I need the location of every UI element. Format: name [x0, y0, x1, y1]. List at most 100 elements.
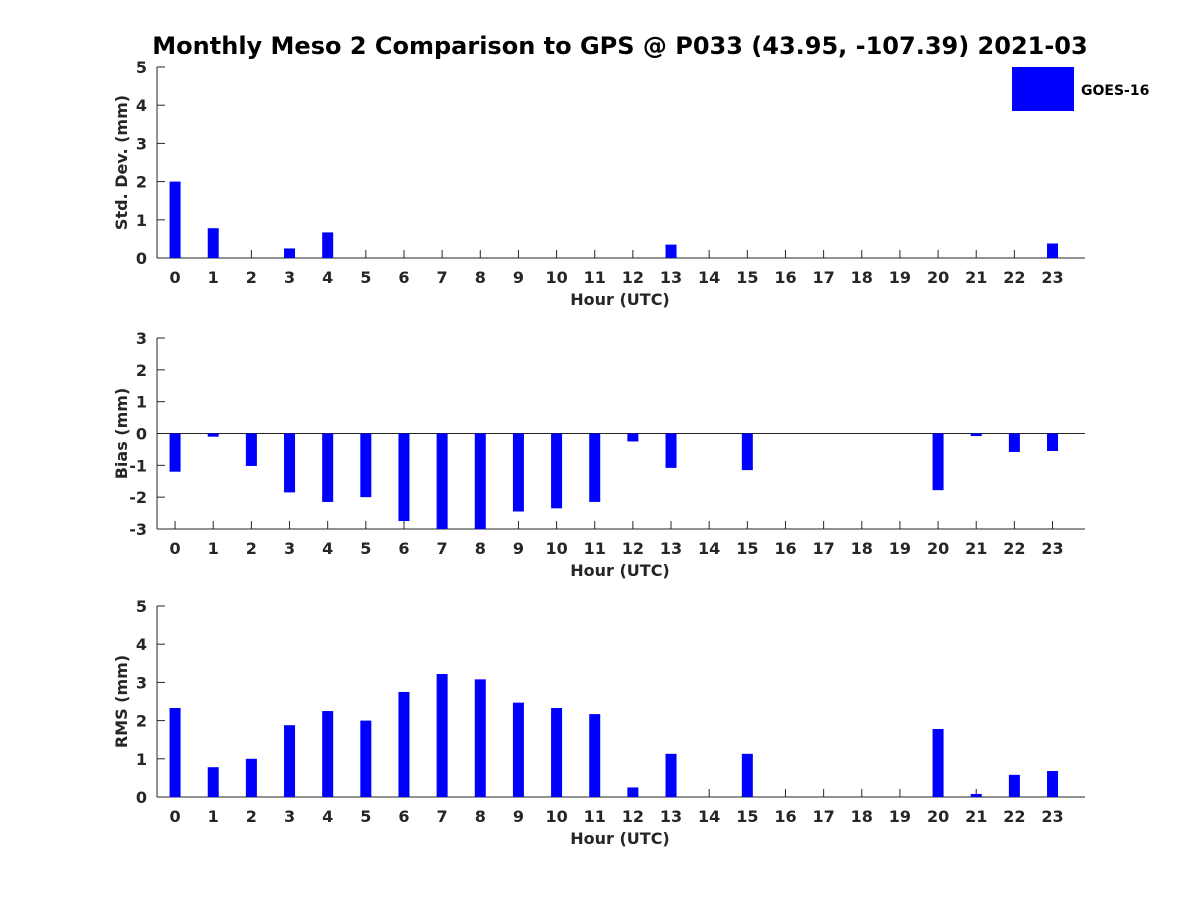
- bias-x-tick-label: 19: [889, 539, 911, 558]
- std-dev-x-tick-label: 11: [584, 268, 606, 287]
- std-dev-x-tick-label: 13: [660, 268, 682, 287]
- rms-x-tick-label: 19: [889, 807, 911, 826]
- rms-bar: [169, 707, 181, 797]
- bias-bar: [627, 433, 639, 442]
- rms-x-tick-label: 21: [965, 807, 987, 826]
- bias-bar: [741, 433, 753, 471]
- bias-bar: [322, 433, 334, 502]
- std-dev-bar: [169, 181, 181, 258]
- std-dev-x-tick-label: 8: [475, 268, 486, 287]
- std-dev-y-axis-label: Std. Dev. (mm): [112, 95, 131, 230]
- rms-x-tick-label: 9: [513, 807, 524, 826]
- std-dev-x-tick-label: 17: [812, 268, 834, 287]
- bias-bar: [512, 433, 524, 512]
- bias-x-tick-label: 16: [774, 539, 796, 558]
- rms-x-tick-label: 11: [584, 807, 606, 826]
- rms-x-tick-label: 3: [284, 807, 295, 826]
- std-dev-x-tick-label: 0: [170, 268, 181, 287]
- rms-x-tick-label: 14: [698, 807, 720, 826]
- std-dev-x-tick-label: 6: [398, 268, 409, 287]
- bias-x-tick-label: 22: [1003, 539, 1025, 558]
- bias-x-tick-label: 12: [622, 539, 644, 558]
- chart-title: Monthly Meso 2 Comparison to GPS @ P033 …: [152, 32, 1087, 60]
- rms-x-tick-label: 23: [1041, 807, 1063, 826]
- bias-bar: [1008, 433, 1020, 452]
- rms-x-tick-label: 5: [360, 807, 371, 826]
- bias-x-tick-label: 2: [246, 539, 257, 558]
- rms-y-tick-label: 0: [136, 788, 147, 807]
- rms-x-tick-label: 13: [660, 807, 682, 826]
- std-dev-x-tick-label: 18: [851, 268, 873, 287]
- std-dev-bar: [322, 232, 334, 258]
- rms-x-tick-label: 17: [812, 807, 834, 826]
- bias-y-tick-label: -3: [129, 520, 147, 539]
- rms-y-tick-label: 4: [136, 635, 147, 654]
- bias-bar: [284, 433, 296, 493]
- std-dev-x-tick-label: 15: [736, 268, 758, 287]
- bias-x-tick-label: 7: [437, 539, 448, 558]
- bias-x-tick-label: 17: [812, 539, 834, 558]
- std-dev-x-axis-label: Hour (UTC): [570, 290, 670, 309]
- bias-x-tick-label: 23: [1041, 539, 1063, 558]
- bias-bar: [398, 433, 410, 522]
- bias-bar: [474, 433, 486, 529]
- rms-x-tick-label: 8: [475, 807, 486, 826]
- rms-bar: [512, 702, 524, 797]
- rms-x-tick-label: 2: [246, 807, 257, 826]
- std-dev-x-tick-label: 21: [965, 268, 987, 287]
- legend: GOES-16: [1012, 67, 1149, 111]
- rms-bar: [932, 729, 944, 797]
- rms-x-tick-label: 0: [170, 807, 181, 826]
- std-dev-x-tick-label: 19: [889, 268, 911, 287]
- bias-bar: [169, 433, 181, 472]
- bias-x-tick-label: 20: [927, 539, 949, 558]
- std-dev-x-tick-label: 4: [322, 268, 333, 287]
- bias-bar: [1047, 433, 1059, 452]
- rms-y-tick-label: 5: [136, 597, 147, 616]
- rms-bar: [1047, 771, 1059, 797]
- std-dev-x-tick-label: 20: [927, 268, 949, 287]
- bias-bar: [665, 433, 677, 468]
- bias-y-tick-label: 2: [136, 361, 147, 380]
- rms-bar: [207, 767, 219, 797]
- rms-x-tick-label: 7: [437, 807, 448, 826]
- rms-x-axis-label: Hour (UTC): [570, 829, 670, 848]
- bias-y-tick-label: -2: [129, 488, 147, 507]
- rms-bar: [589, 714, 601, 797]
- rms-x-tick-label: 4: [322, 807, 333, 826]
- std-dev-bar: [1047, 243, 1059, 258]
- rms-bar: [551, 707, 563, 797]
- std-dev-y-tick-label: 1: [136, 211, 147, 230]
- std-dev-bar: [284, 248, 296, 258]
- rms-x-tick-label: 22: [1003, 807, 1025, 826]
- std-dev-x-tick-label: 16: [774, 268, 796, 287]
- bias-x-tick-label: 15: [736, 539, 758, 558]
- bias-bar: [551, 433, 563, 509]
- rms-x-tick-label: 10: [545, 807, 567, 826]
- rms-y-axis-label: RMS (mm): [112, 655, 131, 748]
- rms-x-tick-label: 16: [774, 807, 796, 826]
- std-dev-x-tick-label: 7: [437, 268, 448, 287]
- rms-x-tick-label: 12: [622, 807, 644, 826]
- std-dev-y-tick-label: 2: [136, 173, 147, 192]
- rms-bar: [741, 753, 753, 797]
- bias-y-tick-label: 3: [136, 329, 147, 348]
- bias-x-axis-label: Hour (UTC): [570, 561, 670, 580]
- std-dev-x-tick-label: 3: [284, 268, 295, 287]
- bias-y-axis-label: Bias (mm): [112, 388, 131, 480]
- bias-bar: [360, 433, 372, 498]
- bias-bar: [589, 433, 601, 502]
- rms-bar: [474, 679, 486, 797]
- rms-y-tick-label: 1: [136, 750, 147, 769]
- rms-bar: [1008, 774, 1020, 797]
- bias-y-tick-label: -1: [129, 456, 147, 475]
- rms-bar: [245, 758, 257, 797]
- rms-x-tick-label: 1: [208, 807, 219, 826]
- std-dev-x-tick-label: 14: [698, 268, 720, 287]
- rms-bar: [360, 720, 372, 797]
- bias-y-tick-label: 0: [136, 425, 147, 444]
- std-dev-x-tick-label: 1: [208, 268, 219, 287]
- bias-x-tick-label: 4: [322, 539, 333, 558]
